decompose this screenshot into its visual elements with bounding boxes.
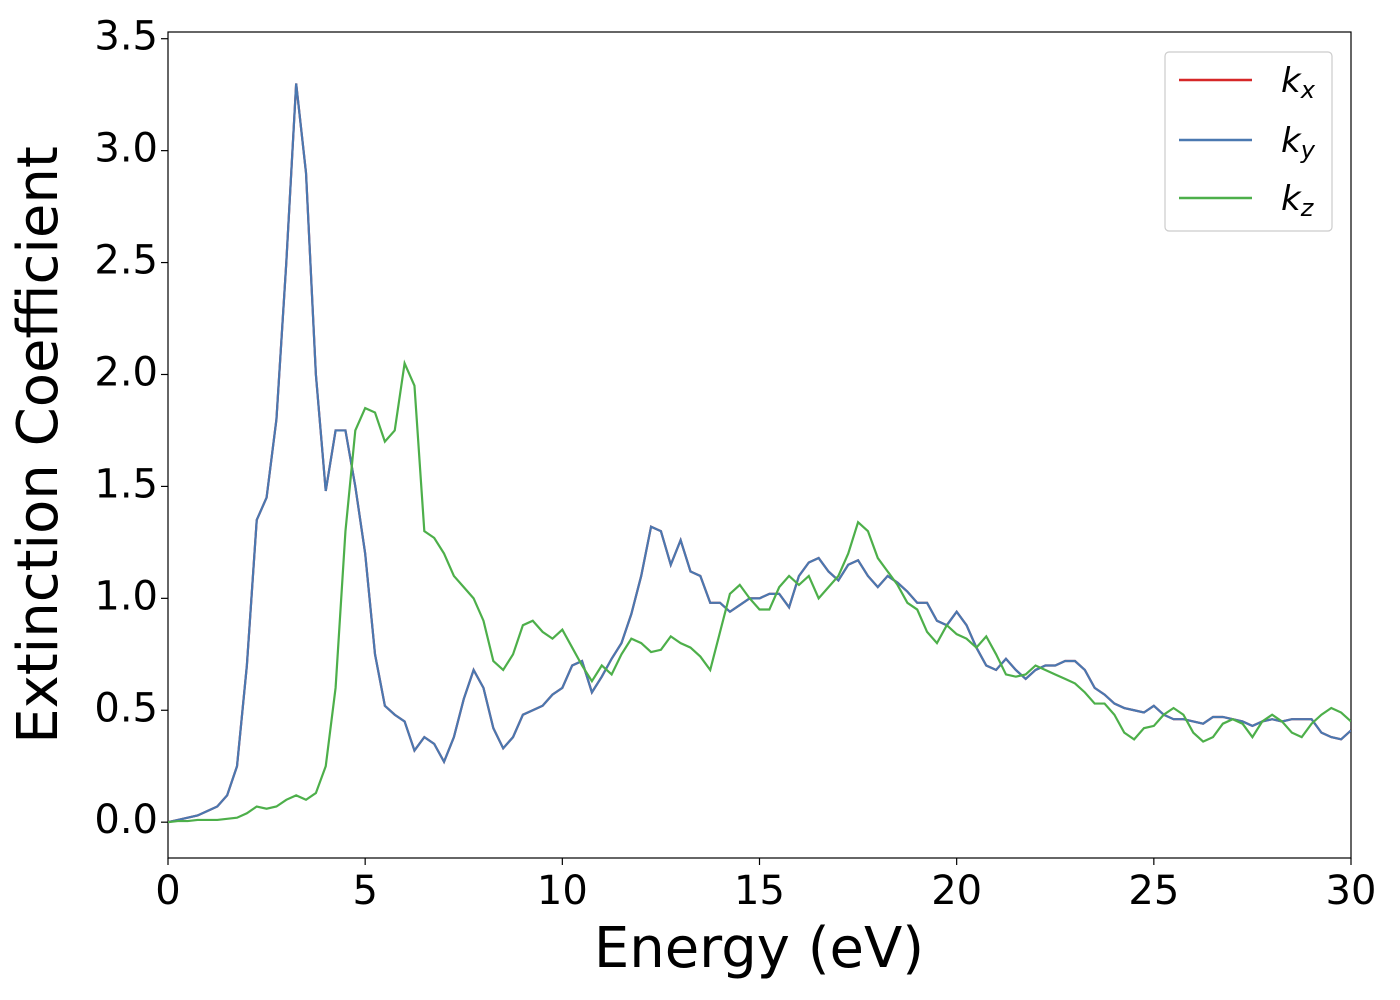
y-tick-label: 2.0 <box>94 349 158 395</box>
x-tick-label: 5 <box>352 868 377 914</box>
y-tick-label: 3.0 <box>94 126 158 172</box>
y-tick-label: 2.5 <box>94 238 158 284</box>
legend-sub: y <box>1300 136 1316 164</box>
legend-main: k <box>1281 61 1302 101</box>
x-tick-label: 15 <box>734 868 785 914</box>
series-line <box>168 359 1351 824</box>
y-tick-label: 1.5 <box>94 461 158 507</box>
y-tick-label: 0.0 <box>94 797 158 843</box>
plot-lines <box>168 83 1351 824</box>
series-line <box>168 83 1351 824</box>
x-tick-label: 10 <box>537 868 588 914</box>
legend-main: k <box>1281 121 1302 161</box>
x-tick-label: 20 <box>931 868 982 914</box>
y-tick-label: 1.0 <box>94 573 158 619</box>
x-tick-label: 25 <box>1128 868 1179 914</box>
y-axis-label: Extinction Coefficient <box>6 146 71 744</box>
legend-label: kz <box>1281 179 1315 223</box>
legend-label: kx <box>1281 61 1316 105</box>
legend-sub: z <box>1300 194 1315 222</box>
y-tick-label: 0.5 <box>94 685 158 731</box>
legend-label: ky <box>1281 121 1316 165</box>
y-tick-label: 3.5 <box>94 14 158 60</box>
x-axis-label: Energy (eV) <box>594 916 924 981</box>
x-tick-label: 30 <box>1326 868 1377 914</box>
legend-main: k <box>1281 179 1302 219</box>
x-tick-label: 0 <box>155 868 180 914</box>
legend-box <box>1164 51 1333 232</box>
legend-sub: x <box>1300 76 1316 104</box>
